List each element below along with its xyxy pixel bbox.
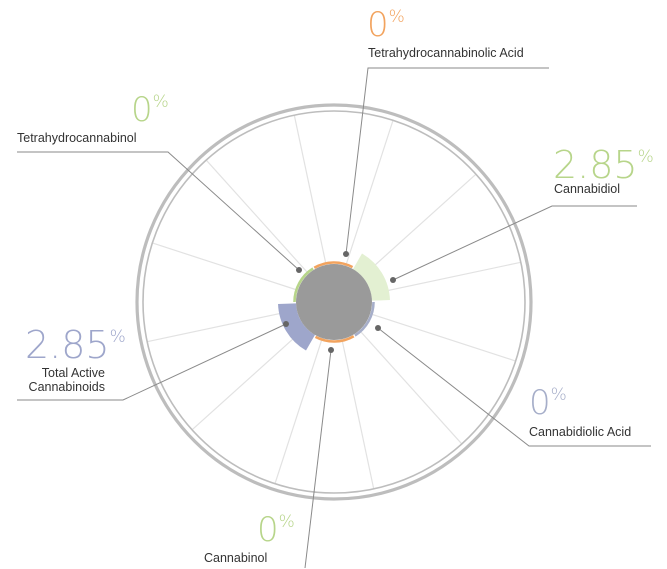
- cbda-name: Cannabidiolic Acid: [529, 425, 632, 439]
- spoke-line: [147, 309, 297, 343]
- cbn-value: 0: [257, 510, 279, 550]
- thc-leader-line: [17, 151, 300, 271]
- cbn-thin-arc: [314, 335, 355, 343]
- tac-name: Total Active Cannabinoids: [17, 366, 105, 395]
- spoke-line: [345, 120, 394, 267]
- cbda-leader-dot: [375, 325, 381, 331]
- thca-unit: %: [388, 7, 405, 27]
- spoke-line: [358, 329, 463, 445]
- tac-value-arc: [278, 302, 316, 351]
- thc-name: Tetrahydrocannabinol: [17, 131, 137, 145]
- cbda-thin-arc: [354, 301, 375, 337]
- center-disc: [296, 264, 372, 340]
- spoke-line: [341, 339, 375, 489]
- tac-label: 2.85%: [25, 326, 126, 364]
- leader-lines: [17, 67, 651, 569]
- tac-leader-line: [17, 323, 287, 401]
- cbda-label: 0%: [529, 386, 567, 420]
- thc-label: 0%: [131, 93, 169, 127]
- cbd-value-arc: [352, 253, 390, 302]
- spoke-line: [191, 326, 307, 431]
- cbn-leader-line: [304, 349, 332, 569]
- tac-name-line2: Cannabinoids: [28, 380, 105, 395]
- cbd-name: Cannabidiol: [554, 182, 621, 196]
- cbn-leader-dot: [328, 347, 334, 353]
- spoke-line: [361, 173, 477, 278]
- thca-thin-arc: [313, 261, 354, 269]
- cbd-label: 2.85%: [553, 146, 654, 184]
- tac-leader-dot: [283, 321, 289, 327]
- cbda-leader-line: [377, 327, 651, 447]
- cbn-unit: %: [278, 512, 295, 532]
- cbd-unit: %: [637, 147, 654, 167]
- cbd-leader-dot: [390, 277, 396, 283]
- tac-name-line1: Total Active: [41, 366, 105, 380]
- thca-leader-dot: [343, 251, 349, 257]
- thc-value: 0: [131, 90, 153, 130]
- thca-name: Tetrahydrocannabinolic Acid: [368, 46, 524, 60]
- cbd-leader-line: [392, 205, 637, 281]
- thca-leader-line: [345, 67, 549, 255]
- spoke-line: [205, 159, 310, 275]
- center-disc-group: [296, 264, 372, 340]
- chart-spokes: [147, 115, 521, 489]
- thc-unit: %: [152, 92, 169, 112]
- outer-ring-outer: [135, 103, 533, 501]
- outer-ring-inner: [142, 110, 526, 494]
- tac-value: 2.85: [25, 323, 110, 367]
- cbn-name: Cannabinol: [204, 551, 268, 565]
- spoke-line: [293, 115, 327, 265]
- tac-unit: %: [109, 327, 126, 347]
- spoke-line: [152, 242, 299, 291]
- thca-value: 0: [367, 5, 389, 45]
- chart-rings: [135, 103, 533, 501]
- cbda-unit: %: [550, 385, 567, 405]
- spoke-line: [274, 337, 323, 484]
- thc-leader-dot: [296, 267, 302, 273]
- thc-thin-arc: [293, 267, 314, 303]
- value-arcs: [278, 253, 390, 351]
- spoke-line: [369, 313, 516, 362]
- cbd-value: 2.85: [553, 143, 638, 187]
- cbn-label: 0%: [257, 513, 295, 547]
- thca-label: 0%: [367, 8, 405, 42]
- spoke-line: [371, 261, 521, 295]
- cbda-value: 0: [529, 383, 551, 423]
